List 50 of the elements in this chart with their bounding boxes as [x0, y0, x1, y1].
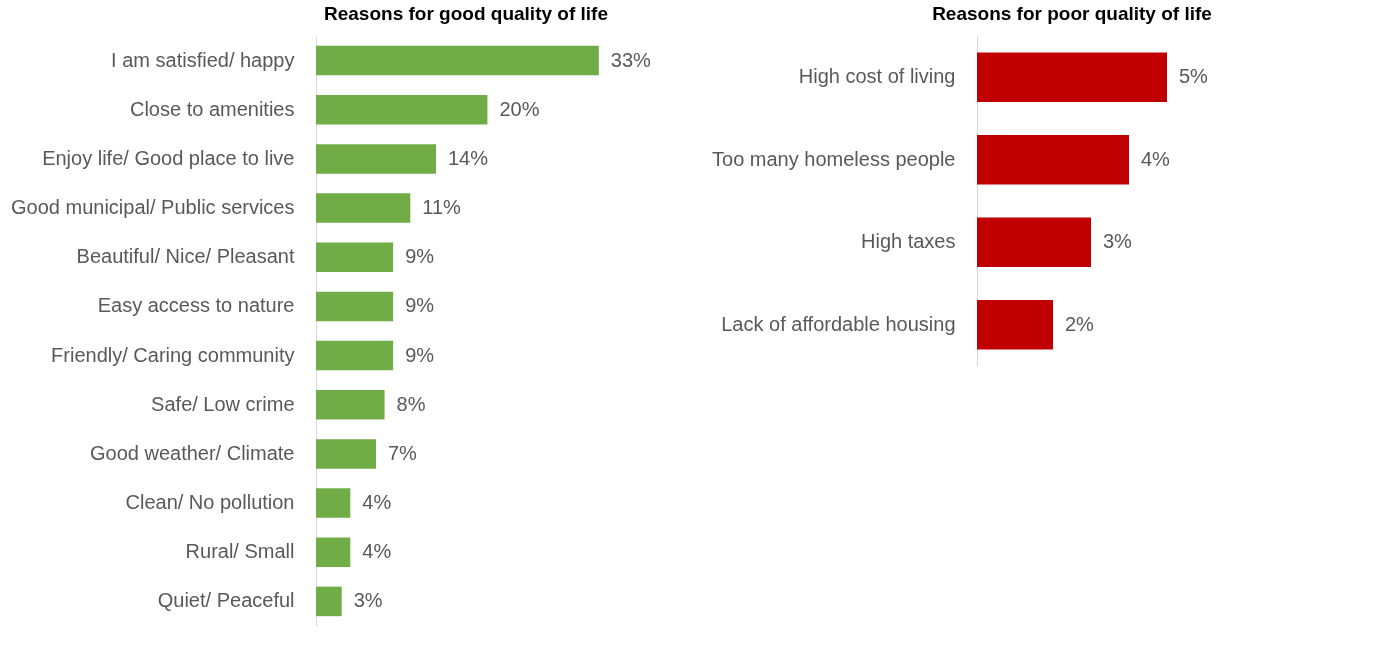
data-label: 2%: [1065, 312, 1095, 335]
bar: [316, 537, 351, 567]
data-label: 4%: [1141, 147, 1171, 170]
bar: [977, 300, 1053, 350]
y-tick-label: Safe/ Low crime: [151, 392, 295, 415]
y-tick-label: Enjoy life/ Good place to live: [42, 146, 295, 169]
bar: [977, 52, 1167, 102]
bar: [316, 488, 351, 518]
data-label: 7%: [388, 441, 418, 464]
bar: [316, 144, 436, 174]
bar: [316, 340, 394, 371]
y-tick-label: Close to amenities: [129, 97, 295, 120]
data-label: 4%: [362, 491, 392, 514]
y-tick-label: Lack of affordable housing: [721, 312, 956, 335]
data-label: 9%: [405, 294, 435, 317]
y-tick-label: Too many homeless people: [712, 147, 956, 170]
data-label: 11%: [422, 196, 462, 219]
data-label: 9%: [405, 343, 435, 366]
bar: [977, 217, 1091, 267]
bar: [316, 193, 411, 223]
bar: [316, 242, 394, 272]
data-label: 4%: [362, 540, 392, 563]
chart-title: Reasons for poor quality of life: [932, 3, 1212, 24]
y-tick-label: Clean/ No pollution: [125, 491, 295, 514]
y-tick-label: High cost of living: [798, 65, 956, 88]
y-tick-label: Easy access to nature: [97, 294, 295, 317]
data-label: 3%: [353, 589, 383, 612]
bar: [316, 95, 488, 125]
y-tick-label: Good weather/ Climate: [89, 441, 295, 464]
data-label: 5%: [1179, 65, 1209, 88]
bar: [316, 439, 376, 469]
bar: [977, 135, 1129, 185]
y-tick-label: Good municipal/ Public services: [11, 196, 295, 219]
data-label: 20%: [499, 97, 540, 120]
y-tick-label: Rural/ Small: [185, 540, 295, 563]
bar: [316, 45, 599, 76]
y-tick-label: Friendly/ Caring community: [51, 343, 295, 366]
data-label: 33%: [610, 48, 652, 71]
bar: [316, 291, 394, 322]
data-label: 9%: [405, 245, 435, 268]
bar: [316, 586, 342, 617]
y-tick-label: Quiet/ Peaceful: [157, 589, 295, 612]
y-tick-label: Beautiful/ Nice/ Pleasant: [76, 245, 295, 268]
data-label: 8%: [396, 392, 426, 415]
data-label: 14%: [448, 146, 489, 169]
chart-title: Reasons for good quality of life: [324, 3, 608, 24]
bar: [316, 390, 385, 420]
y-tick-label: High taxes: [861, 230, 956, 253]
y-tick-label: I am satisfied/ happy: [111, 48, 295, 71]
data-label: 3%: [1103, 230, 1133, 253]
